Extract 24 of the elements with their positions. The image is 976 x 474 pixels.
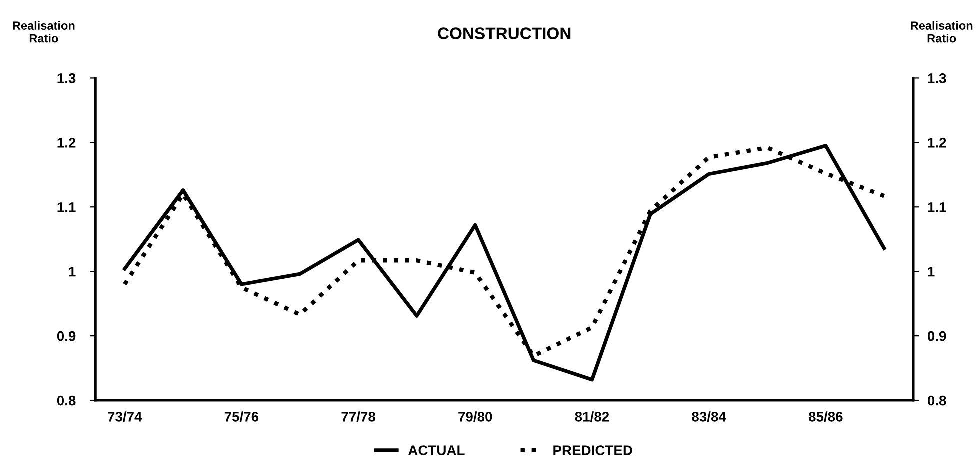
y2-tick-label: 1.1	[928, 202, 946, 212]
x-tick-label: 85/86	[808, 412, 843, 422]
chart-title: CONSTRUCTION	[438, 28, 571, 40]
y2-tick-label: 1.2	[928, 138, 946, 148]
x-tick-label: 83/84	[692, 412, 726, 422]
legend-label: ACTUAL	[408, 446, 465, 456]
x-tick-label: 73/74	[108, 412, 142, 422]
x-tick-label: 79/80	[458, 412, 492, 422]
y-axis-title: Realisation Ratio	[13, 21, 75, 43]
y-tick-label: 1.2	[58, 138, 76, 148]
y2-axis-title: Realisation Ratio	[911, 21, 973, 43]
y2-tick-label: 0.8	[928, 396, 946, 406]
legend-label: PREDICTED	[554, 446, 632, 456]
y-tick-label: 1.3	[58, 74, 76, 84]
y-tick-label: 1	[69, 267, 76, 277]
x-tick-label: 81/82	[575, 412, 610, 422]
y-tick-label: 0.8	[57, 396, 76, 406]
x-tick-label: 77/78	[342, 412, 376, 422]
x-tick-label: 75/76	[224, 412, 259, 422]
y2-tick-label: 1.3	[928, 74, 946, 84]
y-tick-label: 0.9	[57, 331, 76, 342]
y2-tick-label: 1	[928, 267, 935, 277]
y2-tick-label: 0.9	[928, 331, 946, 342]
y-tick-label: 1.1	[58, 202, 76, 212]
